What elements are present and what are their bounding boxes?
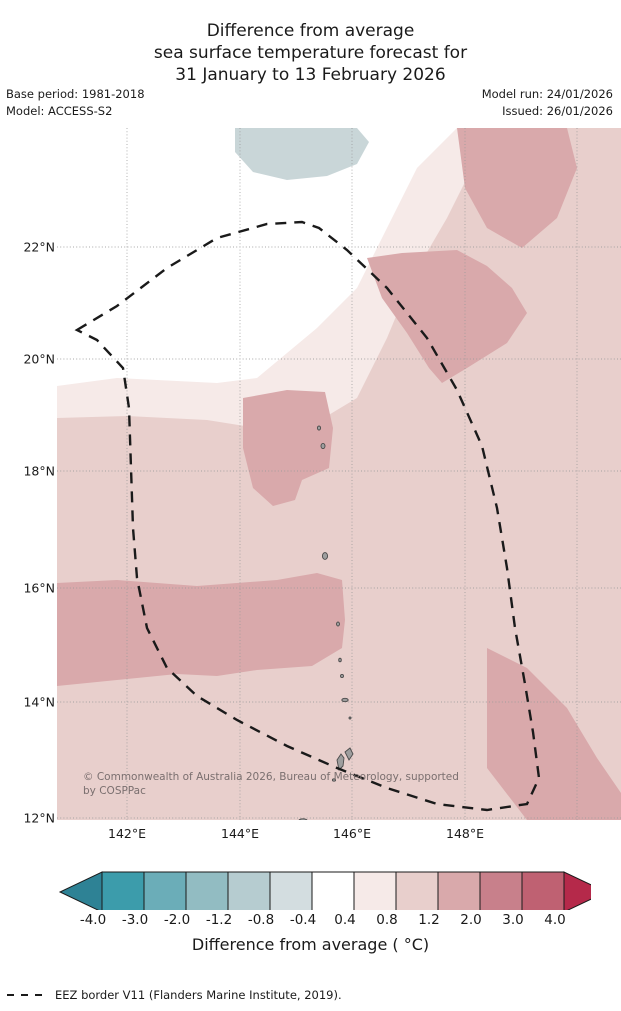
colorbar-cell — [143, 871, 187, 910]
lat-tick-16N: 16°N — [23, 580, 55, 596]
eez-footer-text: EEZ border V11 (Flanders Marine Institut… — [55, 988, 342, 1002]
colorbar-tick-8: 1.2 — [418, 912, 440, 928]
map-gridlines — [57, 128, 621, 820]
colorbar-tick-1: -3.0 — [121, 912, 149, 928]
colorbar-cell — [353, 871, 397, 910]
colorbar-tick-2: -2.0 — [163, 912, 191, 928]
model-text: Model: ACCESS-S2 — [6, 104, 113, 118]
colorbar-swatches — [58, 871, 591, 910]
colorbar-over-arrow — [563, 871, 591, 910]
island-icon — [348, 716, 352, 720]
eez-dash-sample-icon — [7, 994, 49, 996]
metadata-left: Base period: 1981-2018 Model: ACCESS-S2 — [6, 86, 145, 120]
contour-band-1.2-2.0-north — [367, 250, 527, 383]
copyright-watermark: © Commonwealth of Australia 2026, Bureau… — [83, 770, 503, 798]
copyright-line-1: © Commonwealth of Australia 2026, Bureau… — [83, 771, 459, 783]
colorbar-cell — [479, 871, 523, 910]
footer-legend: EEZ border V11 (Flanders Marine Institut… — [6, 988, 342, 1002]
title-line-3: 31 January to 13 February 2026 — [175, 65, 446, 85]
colorbar-under-arrow — [58, 871, 103, 910]
title-line-2: sea surface temperature forecast for — [153, 43, 468, 63]
colorbar-tick-7: 0.8 — [376, 912, 398, 928]
colorbar-tick-0: -4.0 — [79, 912, 107, 928]
lat-tick-14N: 14°N — [23, 694, 55, 710]
colorbar-tick-10: 3.0 — [502, 912, 524, 928]
contour-band-1.2-2.0-ne-corner — [457, 128, 577, 248]
colorbar-cell — [269, 871, 313, 910]
island-icon — [336, 621, 340, 627]
lon-tick-144E: 144°E — [220, 826, 260, 841]
sst-anomaly-map — [57, 128, 621, 820]
contour-band-1.2-2.0-se — [487, 648, 621, 820]
page-title: Difference from average sea surface temp… — [0, 20, 621, 86]
colorbar-cell — [437, 871, 481, 910]
colorbar-tick-6: 0.4 — [334, 912, 356, 928]
title-line-1: Difference from average — [206, 21, 415, 41]
colorbar-cell — [185, 871, 229, 910]
lon-tick-146E: 146°E — [332, 826, 372, 841]
contour-band-1.2-2.0-main — [57, 573, 345, 686]
island-icon — [340, 673, 344, 679]
colorbar-axis-label: Difference from average ( °C) — [191, 935, 430, 954]
island-icon — [331, 778, 337, 782]
island-icon — [338, 657, 342, 663]
colorbar-cell — [311, 871, 355, 910]
contour-band-1.2-2.0-central — [243, 390, 333, 506]
colorbar-cell — [227, 871, 271, 910]
copyright-line-2: by COSPPac — [83, 785, 146, 797]
issued-text: Issued: 26/01/2026 — [502, 104, 613, 118]
lat-tick-18N: 18°N — [23, 463, 55, 479]
model-run-text: Model run: 24/01/2026 — [481, 87, 613, 101]
colorbar: -4.0 -3.0 -2.0 -1.2 -0.8 -0.4 0.4 0.8 1.… — [0, 866, 621, 936]
island-icon — [298, 818, 308, 820]
colorbar-cell — [101, 871, 145, 910]
island-icon — [316, 425, 322, 431]
colorbar-tick-3: -1.2 — [205, 912, 233, 928]
island-icon — [320, 442, 326, 450]
lon-tick-148E: 148°E — [445, 826, 485, 841]
contour-band-minus0.8-minus0.4 — [235, 128, 369, 180]
island-icon — [341, 697, 349, 703]
colorbar-cell — [395, 871, 439, 910]
colorbar-tick-11: 4.0 — [544, 912, 566, 928]
colorbar-tick-9: 2.0 — [460, 912, 482, 928]
colorbar-tick-5: -0.4 — [289, 912, 317, 928]
lat-tick-12N: 12°N — [23, 810, 55, 826]
lon-tick-142E: 142°E — [107, 826, 147, 841]
colorbar-cell — [521, 871, 565, 910]
colorbar-tick-4: -0.8 — [247, 912, 275, 928]
base-period-text: Base period: 1981-2018 — [6, 87, 145, 101]
contour-band-0.8-1.2-nw — [57, 416, 272, 488]
island-icon — [344, 747, 354, 761]
eez-border-line — [74, 220, 541, 812]
metadata-right: Model run: 24/01/2026 Issued: 26/01/2026 — [482, 86, 613, 120]
island-icon — [321, 552, 329, 560]
island-shapes — [298, 425, 354, 820]
lat-tick-20N: 20°N — [23, 351, 55, 367]
lat-tick-22N: 22°N — [23, 239, 55, 255]
map-plot-area[interactable] — [57, 128, 621, 820]
